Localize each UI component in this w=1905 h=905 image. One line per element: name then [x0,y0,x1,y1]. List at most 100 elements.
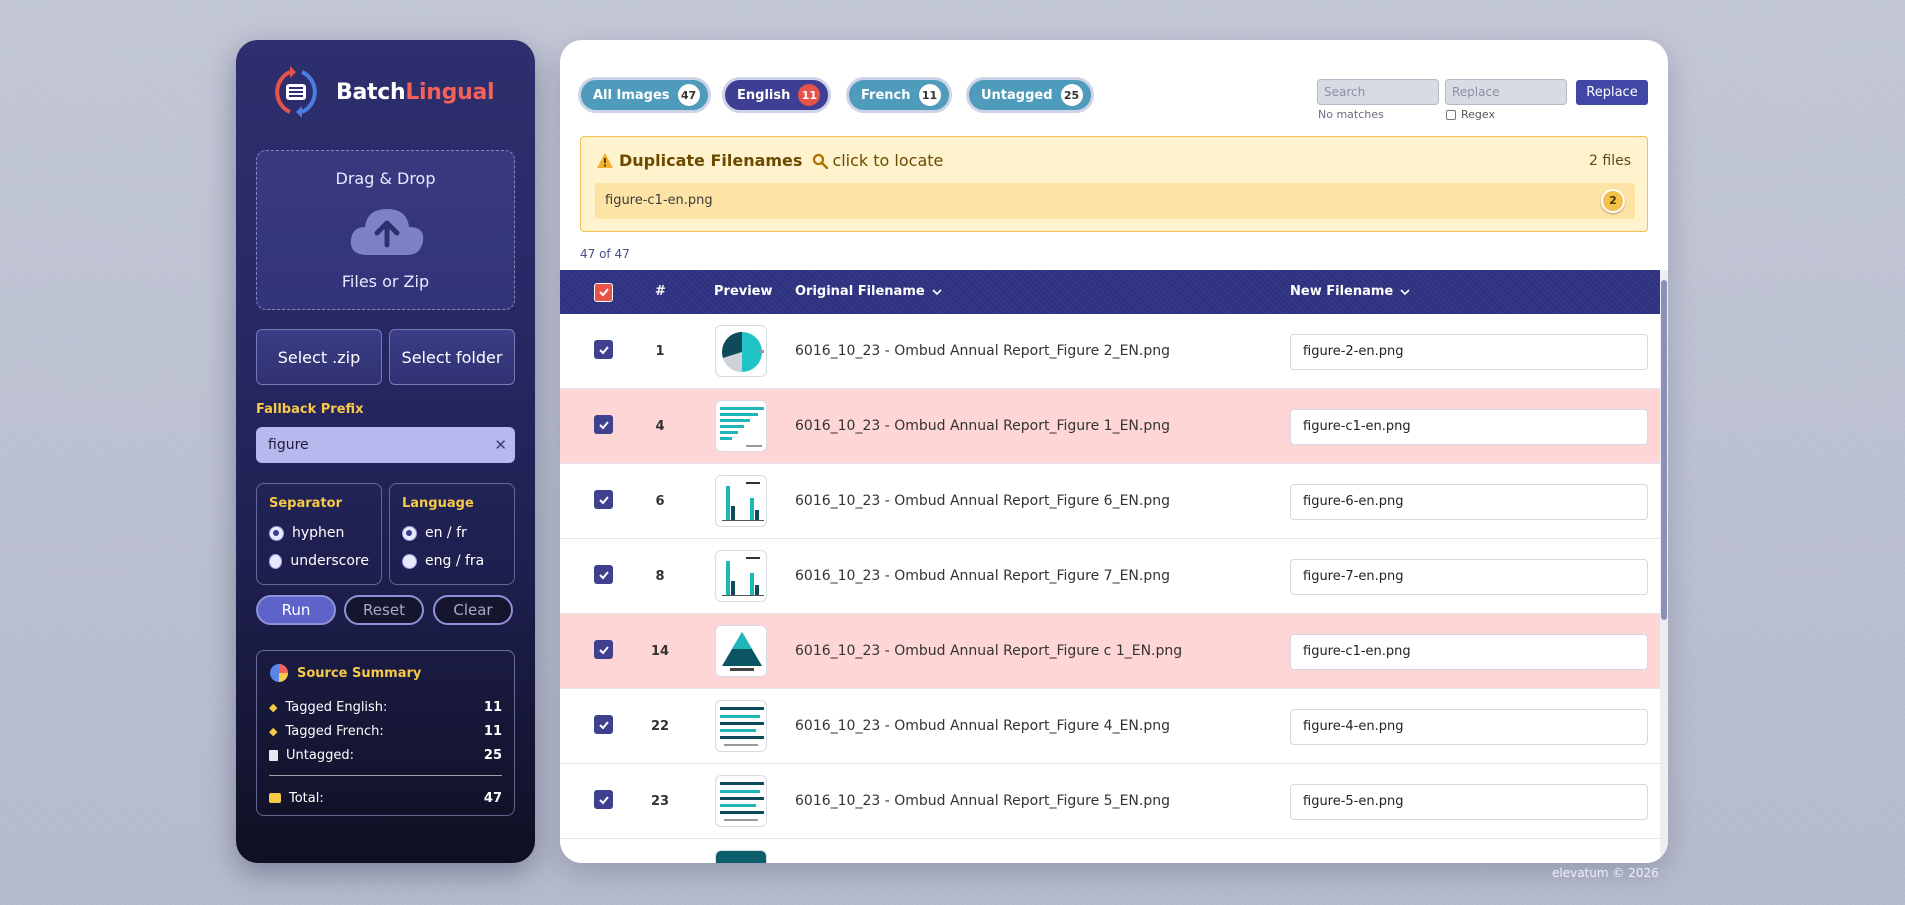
duplicate-filename: figure-c1-en.png [605,193,713,208]
language-option-en-fr[interactable]: en / fr [402,519,502,547]
reset-button[interactable]: Reset [344,595,424,625]
radio-selected-icon[interactable] [269,525,284,541]
column-header-number: # [655,284,666,299]
fallback-prefix-input[interactable]: figure ✕ [256,427,515,463]
file-icon [269,749,278,761]
app-logo: BatchLingual [268,66,495,118]
filter-label: English [737,87,791,103]
language-option-eng-fra[interactable]: eng / fra [402,547,502,575]
regex-checkbox[interactable] [1446,109,1456,120]
language-option-label: en / fr [425,525,467,541]
locate-label: click to locate [832,151,944,170]
filter-chip-english[interactable]: English 11 [722,77,832,113]
row-number: 8 [655,569,665,584]
table-row-partial [560,839,1660,863]
dropzone-subtitle: Files or Zip [341,272,430,291]
row-checkbox[interactable] [594,490,613,509]
source-summary-title: Source Summary [297,665,422,681]
thumbnail-preview[interactable] [715,550,767,602]
new-filename-input[interactable]: figure-c1-en.png [1290,409,1648,445]
logo-mark-icon [268,66,324,118]
original-filename: 6016_10_23 - Ombud Annual Report_Figure … [795,568,1171,584]
chevron-down-icon[interactable] [931,286,943,298]
regex-toggle[interactable]: Regex [1446,108,1495,121]
magnifier-icon [813,153,829,169]
source-summary-panel: Source Summary ◆ Tagged English: 11 ◆ Ta… [256,650,515,816]
replace-button[interactable]: Replace [1576,80,1648,105]
column-header-new[interactable]: New Filename [1290,270,1411,314]
filter-chip-french[interactable]: French 11 [846,77,952,113]
filter-chip-untagged[interactable]: Untagged 25 [966,77,1094,113]
filter-label: All Images [593,87,670,103]
filter-chip-all-images[interactable]: All Images 47 [578,77,711,113]
select-all-checkbox[interactable] [594,270,613,314]
row-checkbox[interactable] [594,565,613,584]
chevron-down-icon[interactable] [1399,286,1411,298]
file-dropzone[interactable]: Drag & Drop Files or Zip [256,150,515,310]
replace-input[interactable]: Replace [1445,79,1567,105]
thumbnail-preview[interactable] [715,625,767,677]
select-zip-button[interactable]: Select .zip [256,329,382,385]
original-filename: 6016_10_23 - Ombud Annual Report_Figure … [795,343,1171,359]
thumbnail-preview[interactable] [715,325,767,377]
thumbnail-preview[interactable] [715,700,767,752]
run-button[interactable]: Run [256,595,336,625]
scrollbar-thumb[interactable] [1661,280,1667,620]
separator-option-underscore[interactable]: underscore [269,547,369,575]
row-checkbox[interactable] [594,340,613,359]
thumbnail-preview [715,850,767,863]
summary-divider [269,775,502,776]
language-group: Language en / fr eng / fra [389,483,515,585]
clear-x-icon[interactable]: ✕ [494,436,507,454]
radio-icon[interactable] [402,553,417,569]
search-input[interactable]: Search [1317,79,1439,105]
duplicate-item[interactable]: figure-c1-en.png 2 [595,183,1635,219]
radio-selected-icon[interactable] [402,525,417,541]
footer-credit: elevatum © 2026 [1552,866,1659,880]
column-header-preview: Preview [714,284,773,299]
row-checkbox[interactable] [594,415,613,434]
clear-button[interactable]: Clear [433,595,513,625]
table-row: 22 6016_10_23 - Ombud Annual Report_Figur… [560,689,1660,764]
filter-count-badge: 25 [1060,84,1083,106]
column-header-original[interactable]: Original Filename [795,270,943,314]
main-panel: All Images 47 English 11 French 11 Untag… [560,40,1668,863]
table-row: 6 6016_10_23 - Ombud Annual Report_Figure… [560,464,1660,539]
thumbnail-preview[interactable] [715,775,767,827]
folder-icon [269,793,281,803]
locate-link[interactable]: click to locate [812,151,943,170]
column-header-label: New Filename [1290,284,1394,299]
duplicate-title: Duplicate Filenames [619,151,803,170]
filter-count-badge: 11 [918,84,941,106]
new-filename-input[interactable]: figure-4-en.png [1290,709,1648,745]
new-filename-input[interactable]: figure-2-en.png [1290,334,1648,370]
language-option-label: eng / fra [425,553,485,569]
new-filename-input[interactable]: figure-7-en.png [1290,559,1648,595]
fallback-prefix-value: figure [268,437,309,453]
original-filename: 6016_10_23 - Ombud Annual Report_Figure … [795,418,1171,434]
new-filename-input[interactable]: figure-6-en.png [1290,484,1648,520]
column-header-label: Original Filename [795,284,925,299]
table-row: 23 6016_10_23 - Ombud Annual Report_Figur… [560,764,1660,839]
row-checkbox[interactable] [594,640,613,659]
radio-icon[interactable] [269,553,283,569]
result-count: 47 of 47 [580,247,630,261]
thumbnail-preview[interactable] [715,400,767,452]
new-filename-input[interactable]: figure-c1-en.png [1290,634,1648,670]
separator-option-label: hyphen [292,525,345,541]
summary-row-english: ◆ Tagged English: 11 [269,699,502,715]
duplicate-file-count: 2 files [1589,153,1631,169]
original-filename: 6016_10_23 - Ombud Annual Report_Figure … [795,493,1171,509]
checkmark-icon[interactable] [594,282,613,302]
select-folder-button[interactable]: Select folder [389,329,515,385]
new-filename-input[interactable]: figure-5-en.png [1290,784,1648,820]
row-checkbox[interactable] [594,715,613,734]
row-checkbox[interactable] [594,790,613,809]
separator-option-hyphen[interactable]: hyphen [269,519,369,547]
separator-label: Separator [269,496,342,511]
table-row: 8 6016_10_23 - Ombud Annual Report_Figure… [560,539,1660,614]
table-row: 4 6016_10_23 - Ombud Annual Report_Figure… [560,389,1660,464]
filter-label: Untagged [981,87,1053,103]
thumbnail-preview[interactable] [715,475,767,527]
cloud-upload-icon [350,209,424,255]
